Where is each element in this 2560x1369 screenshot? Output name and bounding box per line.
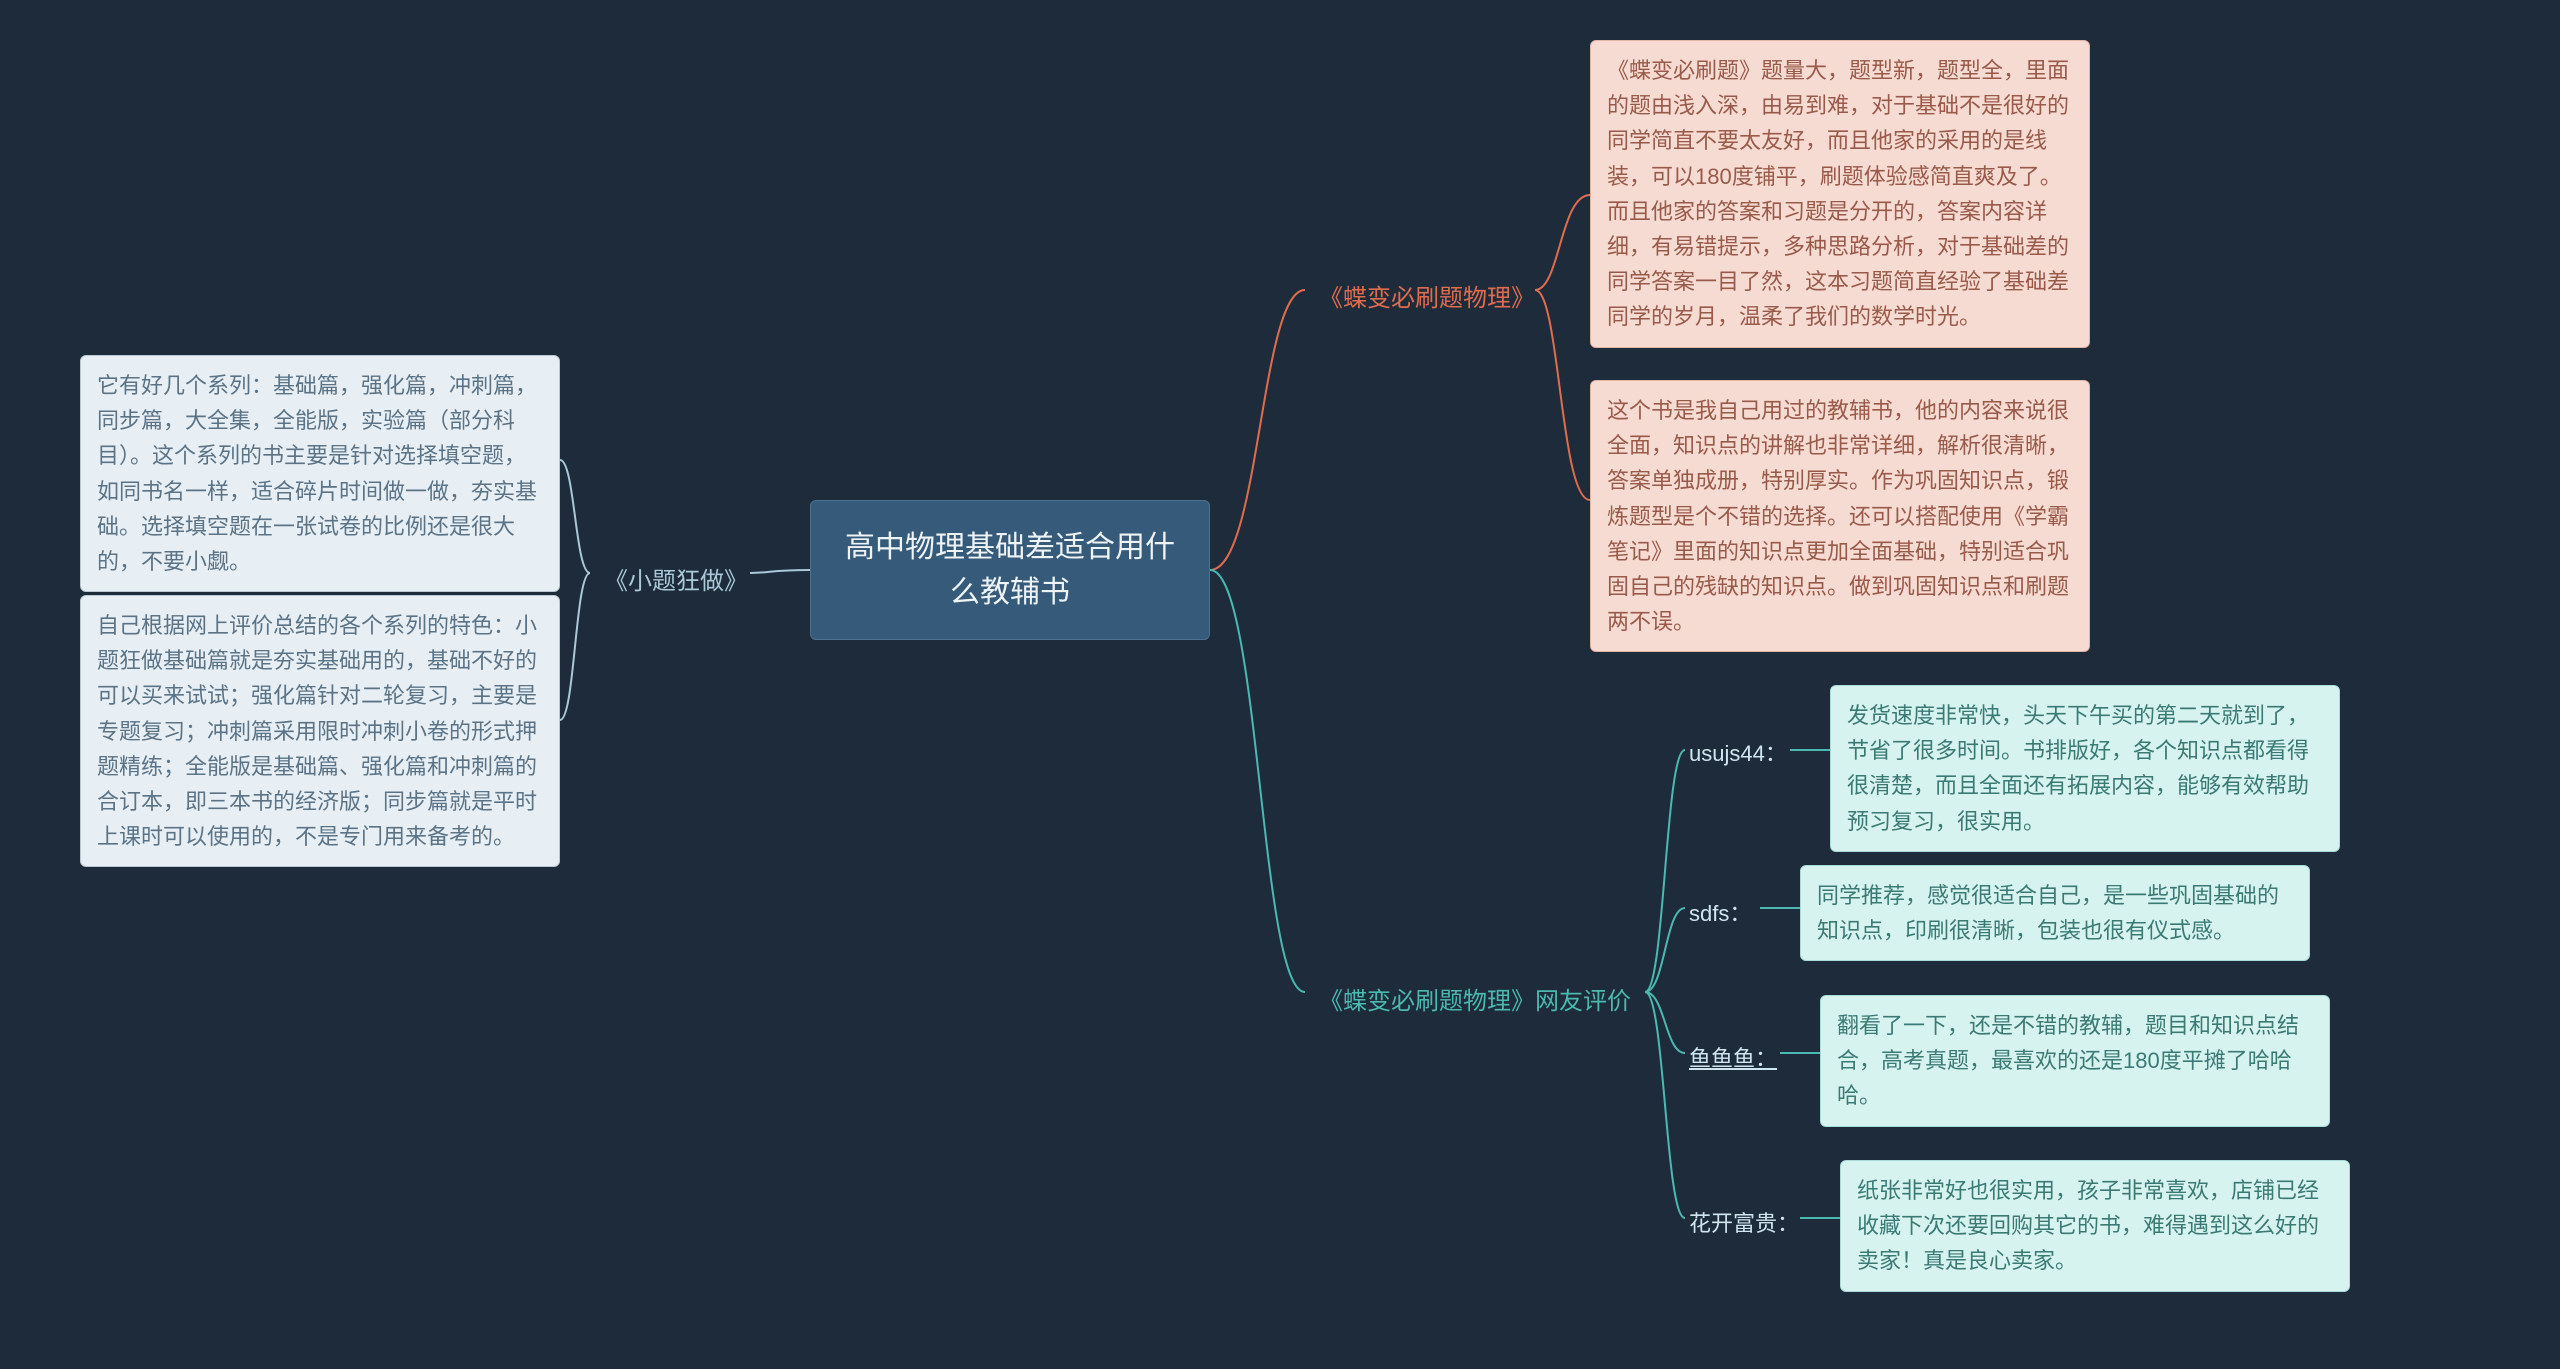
leaf-rt-1[interactable]: 这个书是我自己用过的教辅书，他的内容来说很全面，知识点的讲解也非常详细，解析很清…: [1590, 380, 2090, 652]
branch-right-bottom[interactable]: 《蝶变必刷题物理》网友评价: [1305, 975, 1645, 1029]
leaf-review-3[interactable]: 纸张非常好也很实用，孩子非常喜欢，店铺已经收藏下次还要回购其它的书，难得遇到这么…: [1840, 1160, 2350, 1292]
root-node[interactable]: 高中物理基础差适合用什么教辅书: [810, 500, 1210, 640]
leaf-review-1[interactable]: 同学推荐，感觉很适合自己，是一些巩固基础的知识点，印刷很清晰，包装也很有仪式感。: [1800, 865, 2310, 961]
branch-left[interactable]: 《小题狂做》: [590, 555, 762, 609]
branch-right-top[interactable]: 《蝶变必刷题物理》: [1305, 272, 1549, 326]
leaf-left-1[interactable]: 自己根据网上评价总结的各个系列的特色：小题狂做基础篇就是夯实基础用的，基础不好的…: [80, 595, 560, 867]
leaf-review-0[interactable]: 发货速度非常快，头天下午买的第二天就到了，节省了很多时间。书排版好，各个知识点都…: [1830, 685, 2340, 852]
review-user-2[interactable]: 鱼鱼鱼：: [1685, 1035, 1781, 1079]
leaf-left-0[interactable]: 它有好几个系列：基础篇，强化篇，冲刺篇，同步篇，大全集，全能版，实验篇（部分科目…: [80, 355, 560, 592]
review-user-3[interactable]: 花开富贵：: [1685, 1200, 1803, 1244]
review-user-0[interactable]: usujs44：: [1685, 730, 1791, 774]
review-user-1[interactable]: sdfs：: [1685, 890, 1755, 934]
leaf-rt-0[interactable]: 《蝶变必刷题》题量大，题型新，题型全，里面的题由浅入深，由易到难，对于基础不是很…: [1590, 40, 2090, 348]
leaf-review-2[interactable]: 翻看了一下，还是不错的教辅，题目和知识点结合，高考真题，最喜欢的还是180度平摊…: [1820, 995, 2330, 1127]
